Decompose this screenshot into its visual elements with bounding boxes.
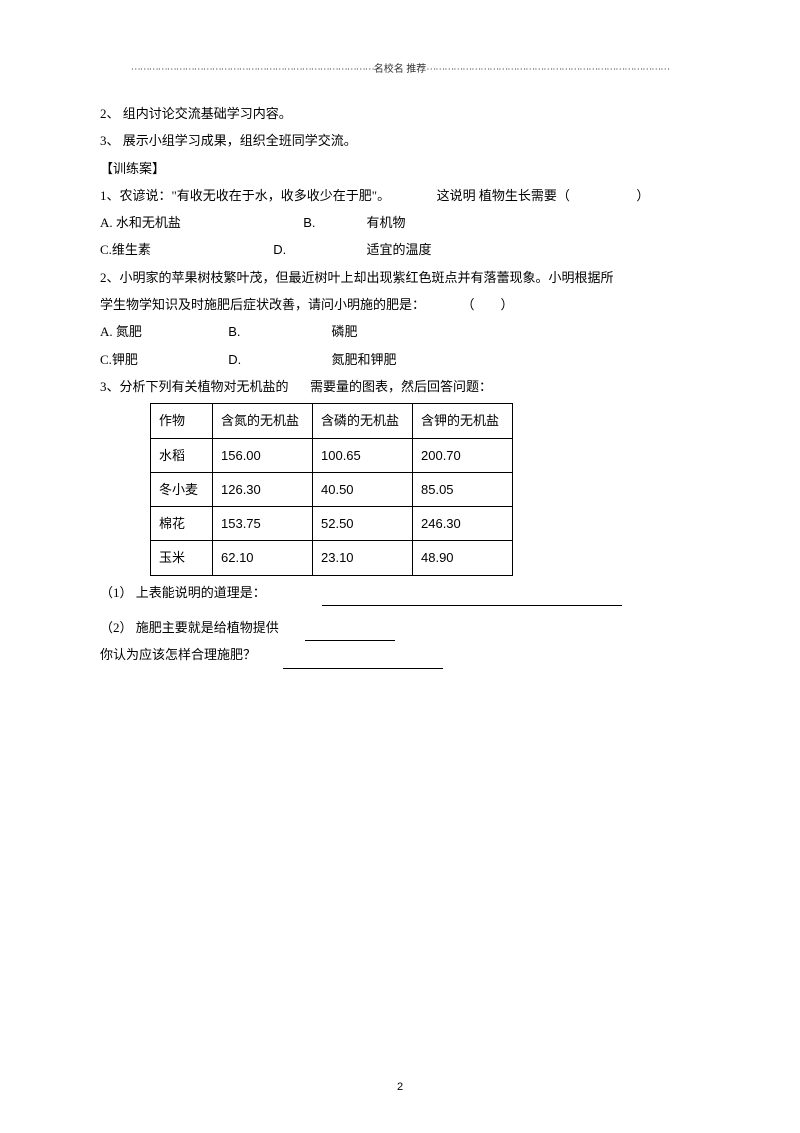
th-potassium: 含钾的无机盐: [413, 404, 513, 438]
q1-text: 1、农谚说："有收无收在于水，收多收少在于肥"。 这说明 植物生长需要（ ）: [100, 182, 700, 209]
minerals-table: 作物 含氮的无机盐 含磷的无机盐 含钾的无机盐 水稻 156.00 100.65…: [150, 403, 513, 575]
cell-k: 200.70: [413, 438, 513, 472]
q1-optA: A. 水和无机盐: [100, 209, 300, 236]
instruction-2: 2、 组内讨论交流基础学习内容。: [100, 100, 700, 127]
table-row: 棉花 153.75 52.50 246.30: [151, 507, 513, 541]
q1-part3: ）: [636, 188, 649, 203]
q3-sub1-text: （1） 上表能说明的道理是：: [100, 585, 266, 600]
header-dots-right: ⋯⋯⋯⋯⋯⋯⋯⋯⋯⋯⋯⋯⋯⋯⋯⋯⋯⋯⋯⋯⋯⋯⋯⋯⋯⋯⋯: [426, 64, 669, 75]
q3-sub3: 你认为应该怎样合理施肥？: [100, 641, 700, 668]
q1-optC: C.维生素: [100, 236, 270, 263]
header-dots-left: ⋯⋯⋯⋯⋯⋯⋯⋯⋯⋯⋯⋯⋯⋯⋯⋯⋯⋯⋯⋯⋯⋯⋯⋯⋯⋯⋯: [131, 64, 374, 75]
cell-p: 40.50: [313, 472, 413, 506]
q3-intro-part2: 需要量的图表，然后回答问题：: [310, 379, 492, 394]
q2-line2-part2: （ ）: [462, 297, 514, 312]
th-nitrogen: 含氮的无机盐: [213, 404, 313, 438]
page-number: 2: [397, 1081, 403, 1093]
q2-optD-label: D.: [228, 346, 328, 373]
cell-crop: 冬小麦: [151, 472, 213, 506]
q1-part1: 1、农谚说："有收无收在于水，收多收少在于肥"。: [100, 188, 390, 203]
th-phosphorus: 含磷的无机盐: [313, 404, 413, 438]
q2-options-ab: A. 氮肥 B. 磷肥: [100, 318, 700, 345]
cell-crop: 玉米: [151, 541, 213, 575]
cell-p: 100.65: [313, 438, 413, 472]
table-row: 冬小麦 126.30 40.50 85.05: [151, 472, 513, 506]
q2-optB-label: B.: [228, 318, 328, 345]
page-header: ⋯⋯⋯⋯⋯⋯⋯⋯⋯⋯⋯⋯⋯⋯⋯⋯⋯⋯⋯⋯⋯⋯⋯⋯⋯⋯⋯名校名 推荐⋯⋯⋯⋯⋯⋯⋯…: [0, 0, 800, 100]
q1-optB-text: 有机物: [367, 215, 406, 230]
q2-line1: 2、小明家的苹果树枝繁叶茂，但最近树叶上却出现紫红色斑点并有落蕾现象。小明根据所: [100, 264, 700, 291]
cell-crop: 棉花: [151, 507, 213, 541]
cell-p: 23.10: [313, 541, 413, 575]
blank-line: [322, 592, 622, 606]
cell-k: 246.30: [413, 507, 513, 541]
cell-n: 62.10: [213, 541, 313, 575]
section-title: 【训练案】: [100, 155, 700, 182]
q2-options-cd: C.钾肥 D. 氮肥和钾肥: [100, 346, 700, 373]
q1-optB-label: B.: [303, 209, 363, 236]
q2-line2-part1: 学生物学知识及时施肥后症状改善，请问小明施的肥是：: [100, 297, 425, 312]
q1-part2: 这说明 植物生长需要（: [437, 188, 570, 203]
q3-sub2: （2） 施肥主要就是给植物提供: [100, 614, 700, 641]
q2-optD-text: 氮肥和钾肥: [332, 352, 397, 367]
q2-line2: 学生物学知识及时施肥后症状改善，请问小明施的肥是： （ ）: [100, 291, 700, 318]
cell-n: 126.30: [213, 472, 313, 506]
q1-options-ab: A. 水和无机盐 B. 有机物: [100, 209, 700, 236]
cell-crop: 水稻: [151, 438, 213, 472]
cell-n: 156.00: [213, 438, 313, 472]
blank-line: [283, 655, 443, 669]
instruction-3: 3、 展示小组学习成果，组织全班同学交流。: [100, 127, 700, 154]
header-title: 名校名 推荐: [374, 64, 427, 75]
cell-p: 52.50: [313, 507, 413, 541]
table-row: 玉米 62.10 23.10 48.90: [151, 541, 513, 575]
q2-optC: C.钾肥: [100, 346, 225, 373]
cell-n: 153.75: [213, 507, 313, 541]
blank-line: [305, 627, 395, 641]
th-crop: 作物: [151, 404, 213, 438]
q2-optB-text: 磷肥: [332, 324, 358, 339]
document-content: 2、 组内讨论交流基础学习内容。 3、 展示小组学习成果，组织全班同学交流。 【…: [0, 100, 800, 669]
q3-sub1: （1） 上表能说明的道理是：: [100, 579, 700, 606]
q3-sub3-text: 你认为应该怎样合理施肥？: [100, 647, 256, 662]
cell-k: 85.05: [413, 472, 513, 506]
table-row: 水稻 156.00 100.65 200.70: [151, 438, 513, 472]
q3-intro: 3、分析下列有关植物对无机盐的 需要量的图表，然后回答问题：: [100, 373, 700, 400]
q1-options-cd: C.维生素 D. 适宜的温度: [100, 236, 700, 263]
q1-optD-label: D.: [273, 236, 363, 263]
q2-optA: A. 氮肥: [100, 318, 225, 345]
q3-intro-part1: 3、分析下列有关植物对无机盐的: [100, 379, 289, 394]
table-header-row: 作物 含氮的无机盐 含磷的无机盐 含钾的无机盐: [151, 404, 513, 438]
cell-k: 48.90: [413, 541, 513, 575]
q3-sub2-text: （2） 施肥主要就是给植物提供: [100, 620, 279, 635]
q1-optD-text: 适宜的温度: [367, 242, 432, 257]
